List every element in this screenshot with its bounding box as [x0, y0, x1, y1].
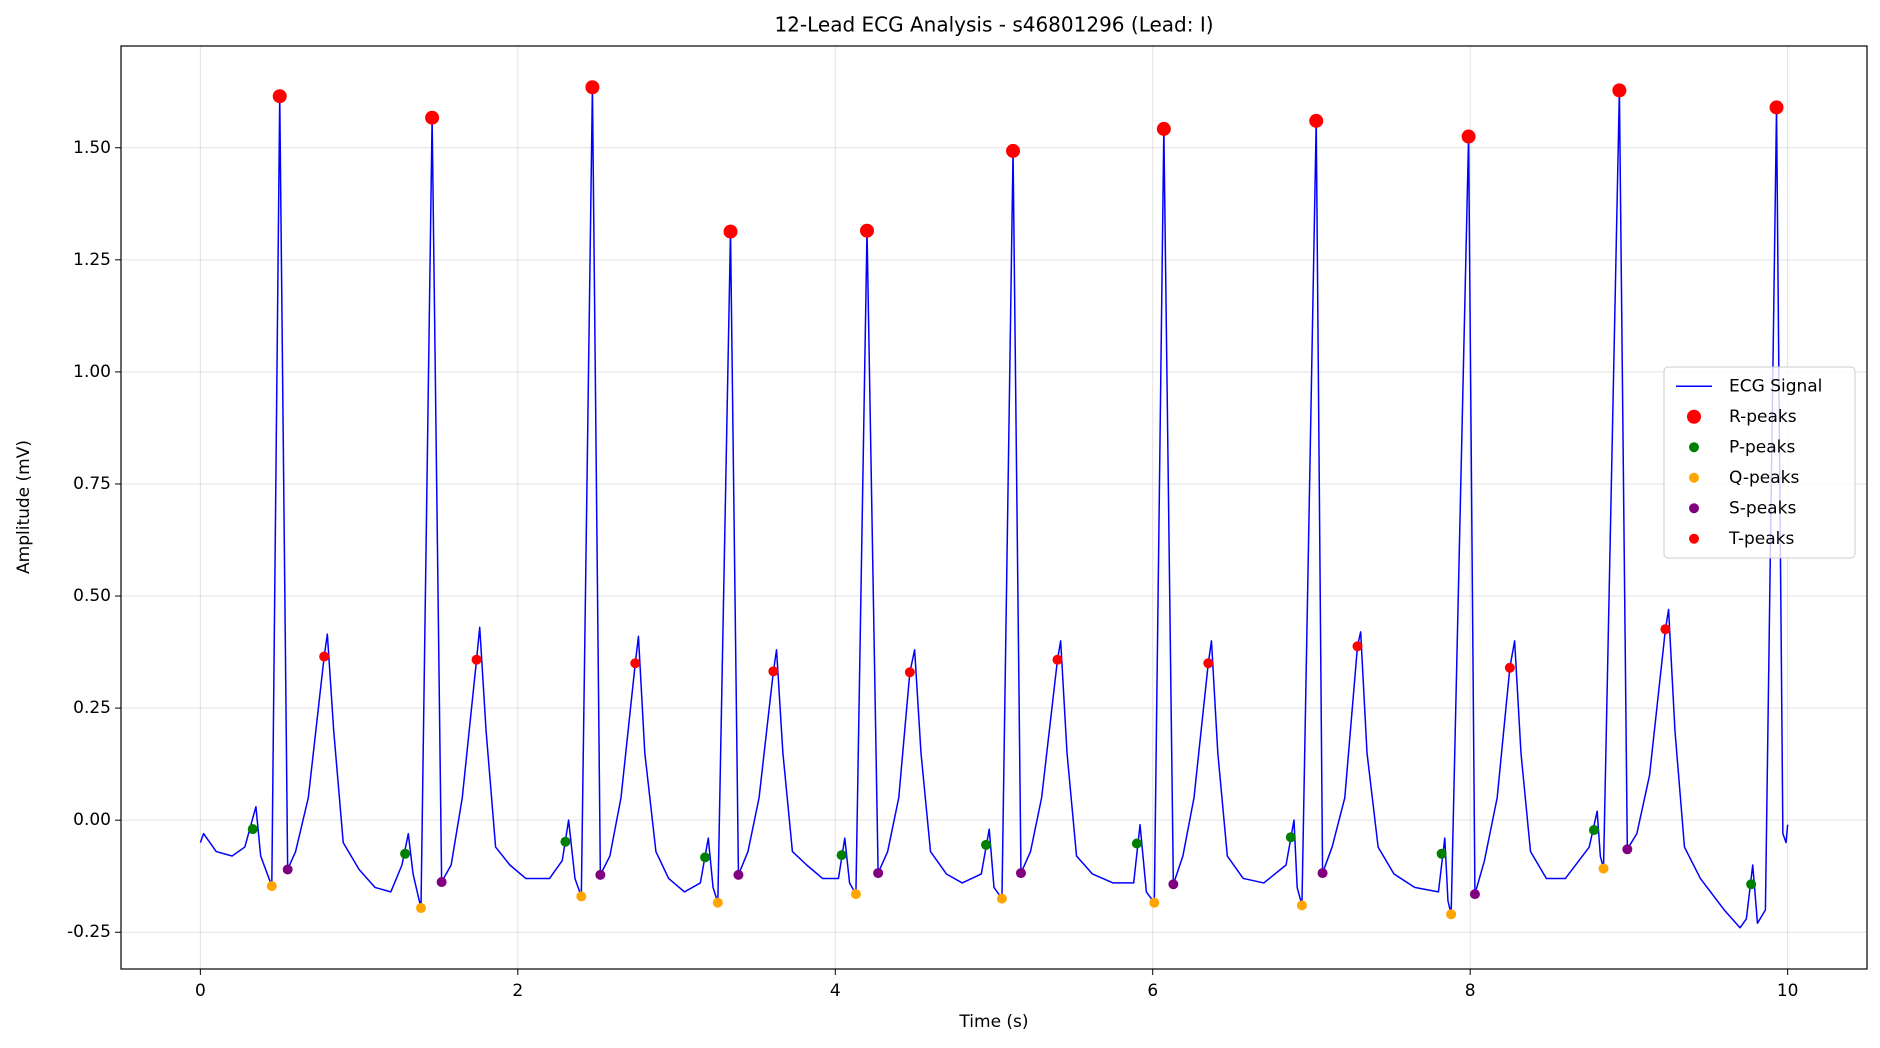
legend-label: R-peaks [1729, 407, 1797, 427]
peak-marker [860, 223, 875, 238]
y-tick-label: 1.50 [73, 138, 111, 158]
peak-marker [1446, 909, 1457, 920]
legend-marker [1689, 442, 1699, 453]
plot-frame [120, 45, 1868, 970]
x-tick-label: 10 [1777, 981, 1799, 1001]
peak-marker [1588, 825, 1599, 836]
x-tick-label: 0 [195, 981, 206, 1001]
peak-marker [1203, 658, 1214, 669]
peak-marker [1052, 654, 1063, 665]
y-tick-label: 0.75 [73, 474, 111, 494]
legend-marker [1689, 472, 1699, 483]
y-tick-label: 1.00 [73, 362, 111, 382]
x-axis-label: Time (s) [958, 1012, 1028, 1032]
legend-marker [1689, 503, 1699, 514]
x-tick-label: 4 [830, 981, 841, 1001]
legend-label: T-peaks [1728, 529, 1794, 549]
peak-marker [1131, 838, 1142, 849]
x-tick-label: 6 [1147, 981, 1158, 1001]
peak-marker [1168, 879, 1179, 890]
peak-marker [1296, 900, 1307, 911]
peak-marker [272, 89, 287, 104]
peak-marker [981, 839, 992, 850]
legend-label: P-peaks [1729, 437, 1796, 457]
peak-marker [1317, 868, 1328, 879]
peak-marker [436, 877, 447, 888]
peak-marker [836, 850, 847, 861]
peak-marker [560, 836, 571, 847]
legend-marker [1689, 533, 1699, 544]
chart-title: 12-Lead ECG Analysis - s46801296 (Lead: … [774, 13, 1213, 37]
peak-marker [1504, 662, 1515, 673]
peak-marker [723, 224, 738, 239]
peak-marker [712, 897, 723, 908]
peak-marker [425, 110, 440, 125]
peak-marker [266, 881, 277, 892]
peak-marker [415, 903, 426, 914]
peak-marker [1352, 641, 1363, 652]
peak-marker [585, 80, 600, 95]
peak-marker [768, 666, 779, 677]
x-tick-label: 2 [512, 981, 523, 1001]
y-axis-label: Amplitude (mV) [14, 440, 34, 574]
peak-marker [1285, 832, 1296, 843]
peak-marker [904, 667, 915, 678]
peak-marker [1746, 879, 1757, 890]
legend: ECG Signal R-peaks P-peaks Q-peaks S-peaks T-… [1663, 366, 1856, 559]
peak-marker [595, 869, 606, 880]
peak-marker [576, 891, 587, 902]
y-tick-label: 0.00 [73, 810, 111, 830]
peak-marker [1622, 844, 1633, 855]
ecg-line [199, 86, 1789, 929]
peak-marker [1769, 100, 1784, 115]
peak-marker [996, 893, 1007, 904]
peak-marker [733, 869, 744, 880]
peak-marker [1015, 868, 1026, 879]
peak-marker [873, 868, 884, 879]
legend-label: Q-peaks [1729, 468, 1800, 488]
peak-marker [1612, 83, 1627, 98]
peak-marker [1309, 113, 1324, 128]
y-tick-label: 0.25 [73, 698, 111, 718]
peak-marker [1461, 129, 1476, 144]
peak-marker [1149, 897, 1160, 908]
peak-marker [1598, 863, 1609, 874]
peak-marker [471, 654, 482, 665]
legend-marker [1687, 409, 1701, 424]
legend-label: ECG Signal [1729, 376, 1822, 396]
y-tick-label: 0.50 [73, 586, 111, 606]
peak-marker [247, 824, 258, 835]
peak-marker [319, 651, 330, 662]
x-tick-label: 8 [1465, 981, 1476, 1001]
peak-marker [1660, 624, 1671, 635]
peak-marker [850, 889, 861, 900]
peak-marker [1006, 143, 1021, 158]
legend-box [1663, 366, 1856, 559]
peak-marker [700, 852, 711, 863]
peak-marker [1156, 121, 1171, 136]
peak-marker [282, 864, 293, 875]
peak-marker [630, 658, 641, 669]
peak-marker [1436, 848, 1447, 859]
legend-label: S-peaks [1729, 498, 1796, 518]
peak-marker [400, 848, 411, 859]
y-tick-label: -0.25 [67, 922, 111, 942]
peak-marker [1469, 889, 1480, 900]
y-tick-label: 1.25 [73, 250, 111, 270]
grid [121, 46, 1867, 969]
